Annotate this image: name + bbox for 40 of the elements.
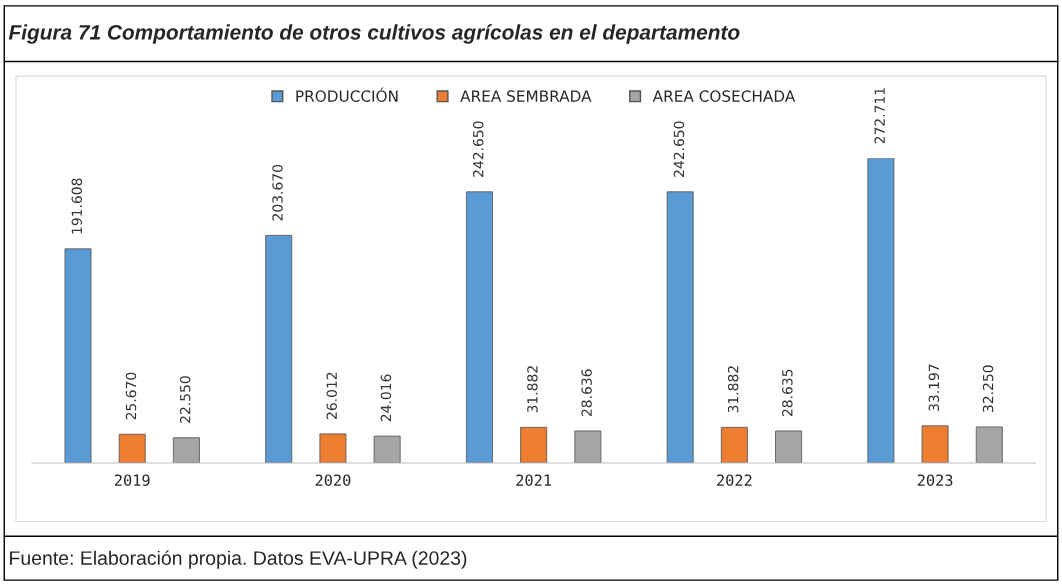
legend-label: AREA SEMBRADA — [460, 90, 592, 102]
legend-label: AREA COSECHADA — [652, 90, 796, 102]
bar — [666, 191, 694, 463]
bar — [867, 158, 895, 463]
x-tick-label: 2023 — [917, 474, 953, 486]
data-label: 242.650 — [472, 121, 484, 177]
data-label: 33.197 — [928, 364, 940, 411]
bar — [172, 437, 200, 463]
data-label: 25.670 — [125, 372, 137, 420]
data-label: 191.608 — [71, 178, 83, 234]
data-label: 272.711 — [874, 88, 885, 144]
data-label: 28.636 — [581, 369, 592, 417]
bar — [465, 191, 493, 463]
data-label: 26.012 — [326, 372, 337, 419]
bar — [574, 430, 602, 463]
bar — [775, 430, 803, 463]
x-tick-label: 2020 — [315, 474, 351, 486]
data-label: 22.550 — [179, 376, 191, 423]
data-label: 32.250 — [982, 365, 994, 412]
bar — [520, 426, 548, 463]
bar — [373, 435, 401, 463]
x-tick-label: 2021 — [516, 474, 552, 486]
data-label: 242.650 — [673, 121, 685, 177]
x-tick-label: 2022 — [717, 474, 752, 486]
bar — [921, 425, 949, 463]
bar — [319, 433, 347, 463]
bar — [64, 248, 92, 463]
source-note: Fuente: Elaboración propia. Datos EVA-UPRA (2023) — [10, 550, 467, 569]
data-label: 24.016 — [380, 374, 392, 422]
data-label: 28.635 — [782, 369, 793, 417]
bar — [265, 234, 293, 463]
chart-title: Figura 71 Comportamiento de otros cultivos agrícolas en el departamento — [8, 24, 740, 44]
data-label: 203.670 — [272, 164, 283, 221]
x-tick-label: 2019 — [114, 474, 150, 486]
bar — [118, 433, 146, 463]
data-label: 31.882 — [727, 366, 739, 413]
data-label: 31.882 — [527, 366, 538, 413]
legend-label: PRODUCCIÓN — [296, 87, 398, 102]
bar — [720, 426, 748, 463]
bar — [975, 426, 1003, 463]
